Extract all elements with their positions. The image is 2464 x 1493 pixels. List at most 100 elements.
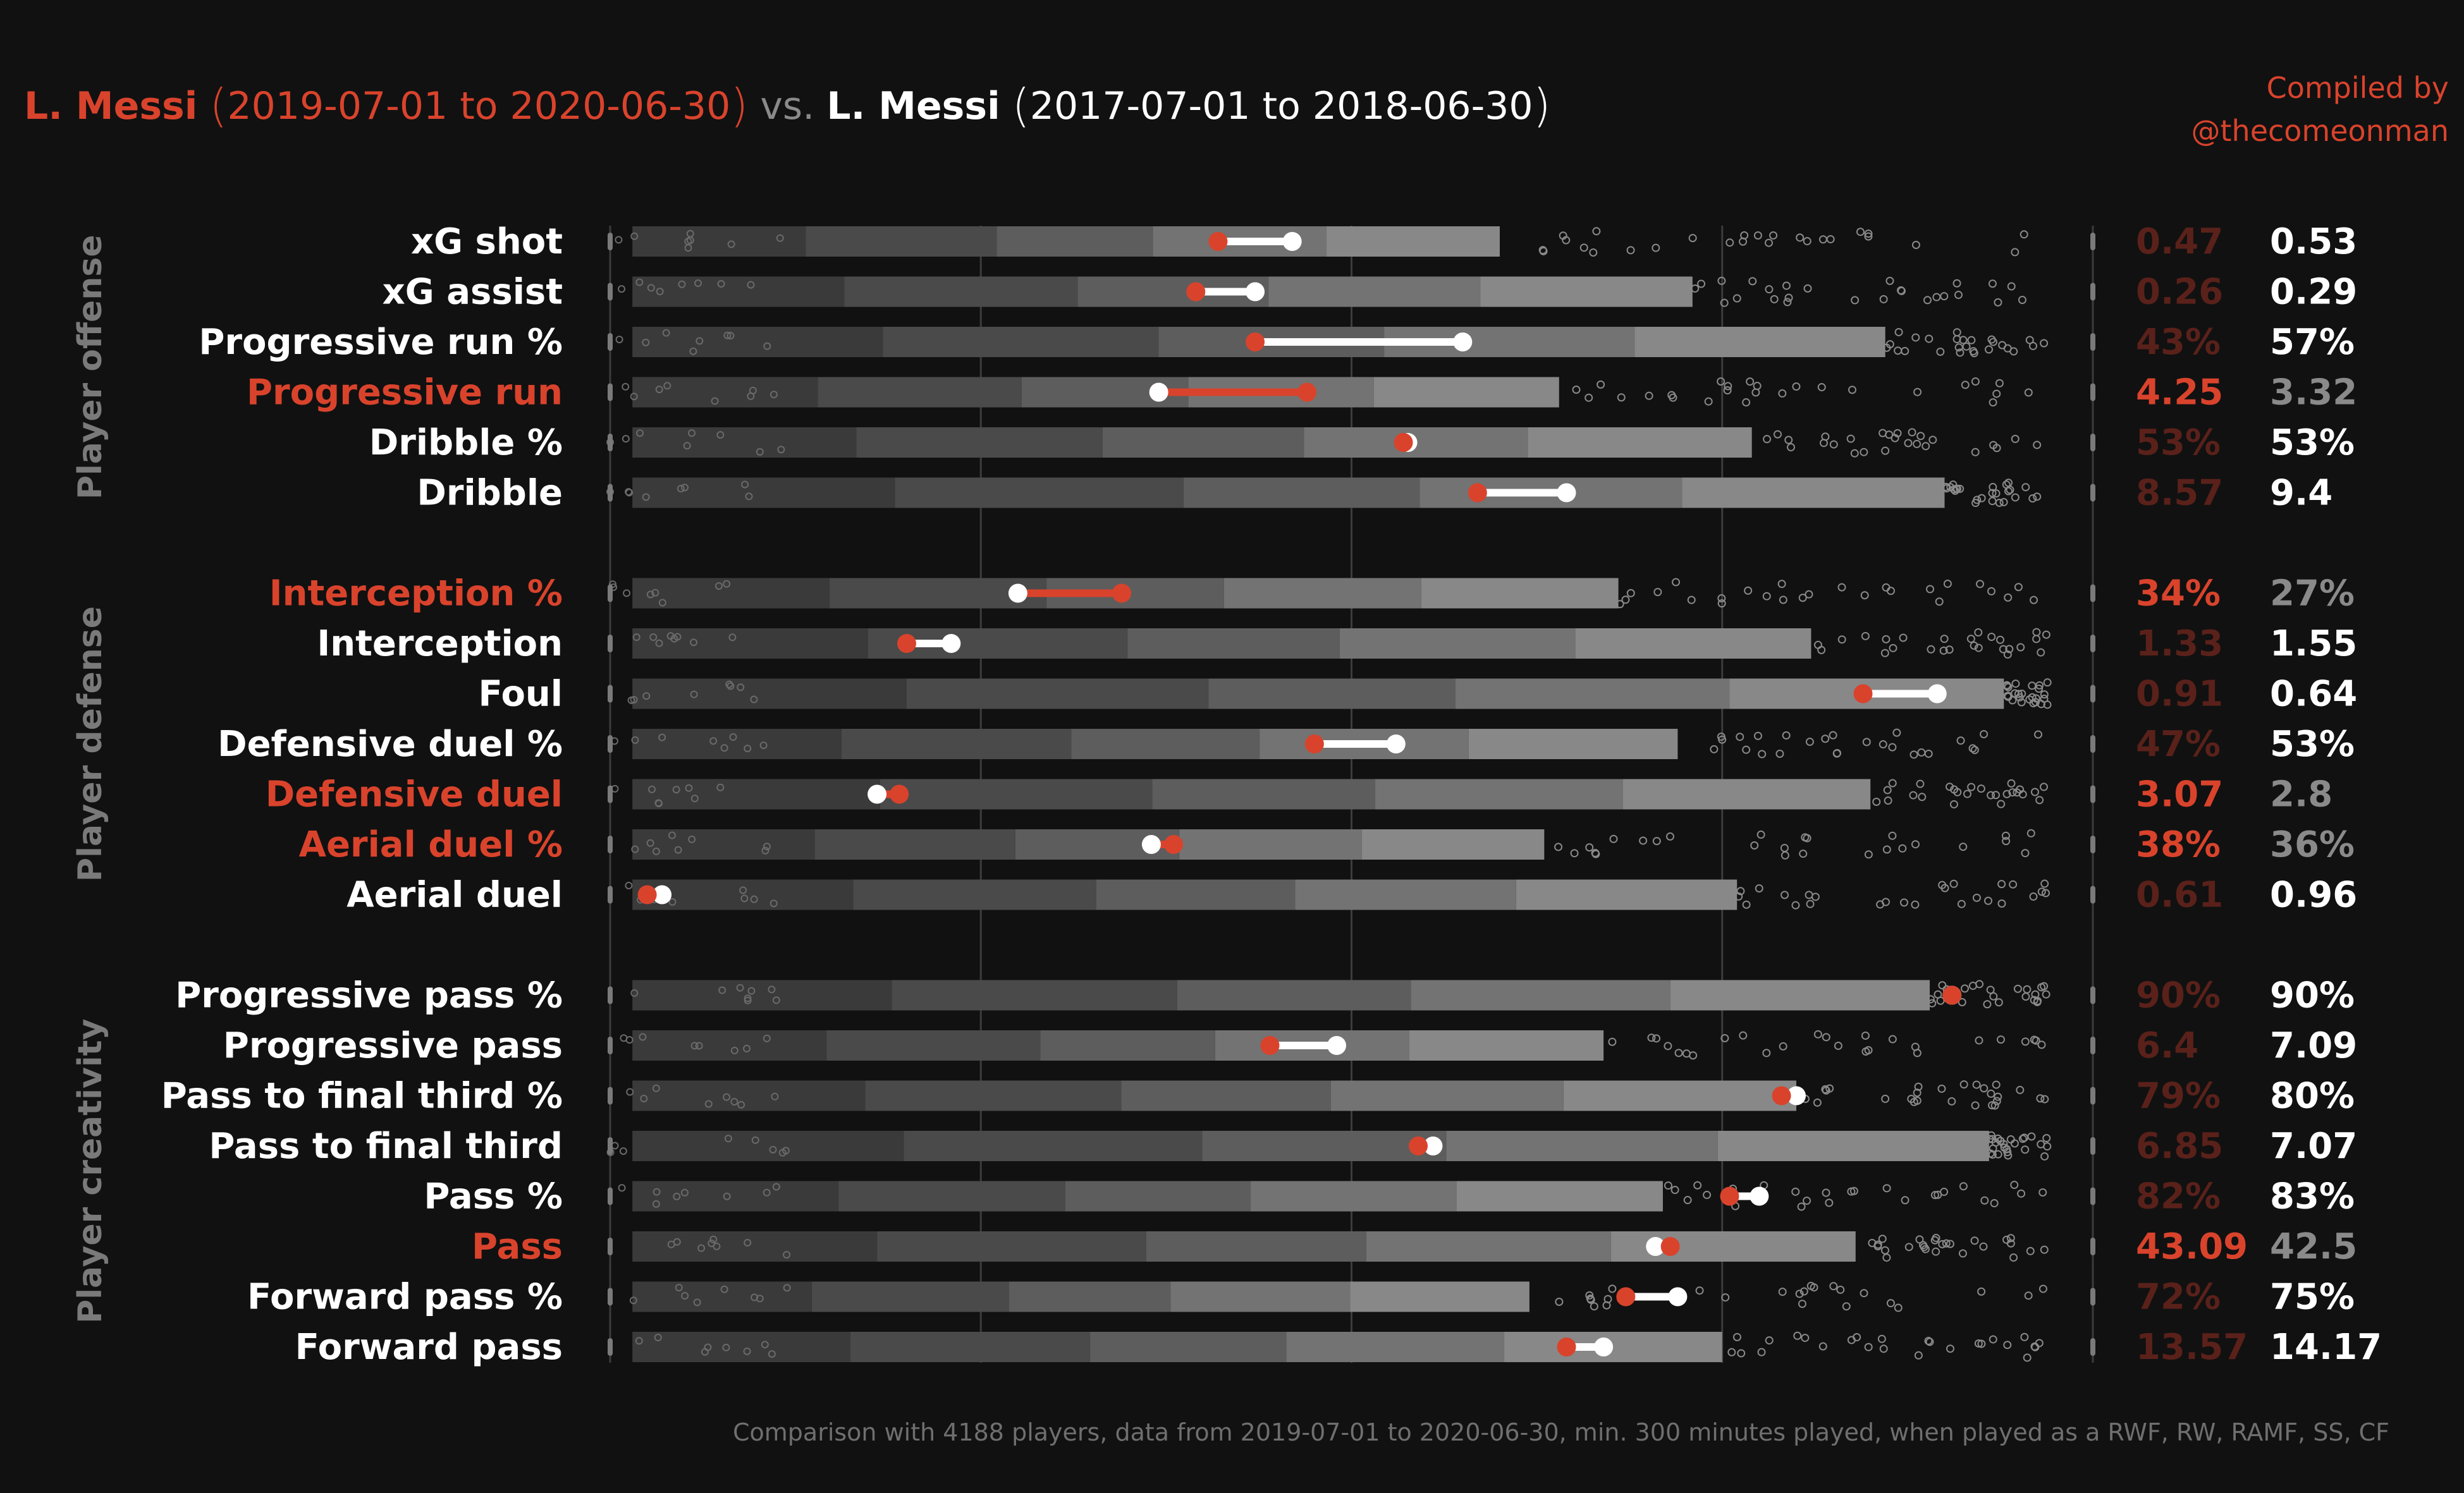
outlier-point [1878,1234,1887,1243]
outlier-point [615,336,623,344]
outlier-point [1975,980,1984,989]
outlier-point [2030,1035,2038,1044]
outlier-point [1987,335,1996,344]
previous-value: 3.32 [2270,372,2357,413]
outlier-point [688,835,696,843]
outlier-point [1817,645,1826,654]
axis-cap [608,1037,613,1054]
outlier-point [1920,1243,1928,1252]
distribution-band [1096,879,1296,910]
outlier-point [1930,1191,1939,1200]
outlier-point [1777,580,1786,588]
outlier-point [1586,1295,1595,1304]
outlier-point [630,232,639,240]
outlier-point [1987,633,1996,642]
outlier-point [750,695,758,704]
outlier-point [1779,595,1787,604]
distribution-band [632,1030,827,1061]
outlier-point [1994,998,2003,1007]
distribution-band [1223,578,1421,609]
axis-cap [2090,1238,2095,1255]
distribution-band [632,1181,839,1212]
outlier-point [1801,833,1810,842]
outlier-point [1908,428,1916,437]
outlier-point [635,1337,643,1345]
outlier-point [674,846,682,854]
outlier-point [1755,884,1763,893]
outlier-point [1995,498,2004,507]
previous-marker [1668,1287,1688,1307]
axis-cap [2090,383,2095,401]
outlier-point [2002,837,2011,846]
distribution-band [877,1231,1146,1262]
outlier-point [1977,1287,1986,1296]
outlier-point [1829,1282,1838,1291]
previous-value: 53% [2270,422,2355,463]
outlier-point [681,484,689,492]
outlier-point [726,682,735,690]
outlier-point [2013,788,2021,797]
outlier-point [690,795,699,803]
player-b-period: 2017-07-01 to 2018-06-30 [1029,84,1533,128]
outlier-point [1958,1249,1967,1258]
outlier-point [663,382,671,390]
outlier-point [725,680,733,688]
outlier-point [724,1135,732,1143]
outlier-point [1974,643,1983,652]
outlier-point [1608,1037,1617,1046]
previous-marker [1141,835,1161,854]
distribution-band [838,1181,1065,1212]
outlier-point [1742,745,1751,754]
outlier-point [1703,1190,1712,1199]
distribution-band [892,980,1177,1011]
outlier-point [1763,435,1772,444]
outlier-point [1888,743,1897,752]
distribution-band [1563,1080,1796,1111]
current-value: 43% [2136,322,2221,363]
outlier-point [1803,1197,1811,1205]
current-value: 1.33 [2136,623,2223,664]
current-value: 0.26 [2136,272,2223,313]
outlier-point [1590,1302,1598,1311]
outlier-point [1980,1196,1989,1205]
outlier-point [2040,1095,2049,1104]
outlier-point [778,1149,787,1157]
outlier-point [1899,633,1908,642]
previous-value: 7.07 [2270,1126,2357,1167]
distribution-band [632,1332,850,1362]
outlier-point [1882,845,1891,854]
distribution-band [632,829,815,860]
outlier-point [730,1097,739,1106]
distribution-band [1009,1281,1171,1312]
previous-value: 2.8 [2270,774,2332,815]
outlier-point [1946,1344,1954,1353]
outlier-point [1959,1182,1968,1191]
outlier-point [2013,984,2022,993]
outlier-point [1927,645,1935,654]
outlier-point [655,386,663,394]
outlier-point [1818,1342,1827,1351]
outlier-point [1951,486,1959,495]
current-value: 34% [2136,573,2221,614]
outlier-point [1975,1036,1983,1045]
outlier-point [2021,1037,2030,1046]
outlier-point [737,683,745,692]
distribution-band [1286,1332,1505,1362]
outlier-point [743,1347,751,1355]
axis-cap [2090,434,2095,451]
axis-cap [2090,233,2095,250]
current-marker [1720,1186,1739,1206]
distribution-band [841,729,1072,759]
outlier-point [1832,749,1841,758]
outlier-point [1791,1187,1800,1196]
axis-cap [608,785,613,803]
outlier-point [1720,298,1729,307]
outlier-point [1555,1298,1564,1307]
outlier-point [1753,382,1762,391]
outlier-point [1813,1030,1822,1039]
distribution-band [1480,276,1693,307]
distribution-band [1065,1181,1251,1212]
previous-value: 0.29 [2270,272,2357,313]
outlier-point [1883,786,1892,795]
outlier-point [1894,1303,1903,1312]
